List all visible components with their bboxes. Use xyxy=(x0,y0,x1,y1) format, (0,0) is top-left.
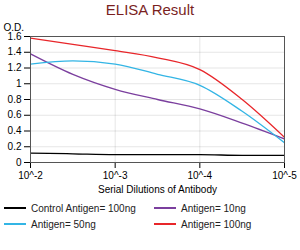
html-text:Control Antigen= 100ng: Control Antigen= 100ng xyxy=(31,202,136,214)
html-text:ELISA Result: ELISA Result xyxy=(105,1,195,18)
html-text:Antigen= 10ng: Antigen= 10ng xyxy=(181,202,246,214)
svg-text:0.4: 0.4 xyxy=(8,125,22,136)
svg-text:1: 1 xyxy=(16,78,22,89)
html-text:Antigen= 50ng: Antigen= 50ng xyxy=(31,218,96,230)
svg-text:10^-2: 10^-2 xyxy=(18,170,43,181)
svg-text:1.6: 1.6 xyxy=(7,30,22,42)
svg-text:1.4: 1.4 xyxy=(8,46,22,57)
svg-text:10^-4: 10^-4 xyxy=(187,170,212,181)
svg-text:10^-3: 10^-3 xyxy=(103,170,128,181)
svg-text:0.6: 0.6 xyxy=(8,109,22,120)
svg-text:10^-5: 10^-5 xyxy=(272,170,297,181)
svg-text:Serial Dilutions of Antibody: Serial Dilutions of Antibody xyxy=(98,184,217,195)
svg-text:0.8: 0.8 xyxy=(8,94,22,105)
svg-text:0.2: 0.2 xyxy=(8,141,22,152)
html-text:Antigen= 100ng: Antigen= 100ng xyxy=(181,218,252,230)
svg-text:1.2: 1.2 xyxy=(8,62,22,73)
svg-text:O.D.: O.D. xyxy=(4,22,25,33)
svg-text:0: 0 xyxy=(16,157,22,168)
